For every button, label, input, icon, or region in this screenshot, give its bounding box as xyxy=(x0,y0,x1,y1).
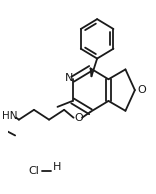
Text: H: H xyxy=(52,162,61,172)
Text: Cl: Cl xyxy=(29,166,39,176)
Text: O: O xyxy=(74,113,83,123)
Text: HN: HN xyxy=(2,111,17,121)
Text: O: O xyxy=(137,85,146,95)
Text: N: N xyxy=(65,73,73,83)
